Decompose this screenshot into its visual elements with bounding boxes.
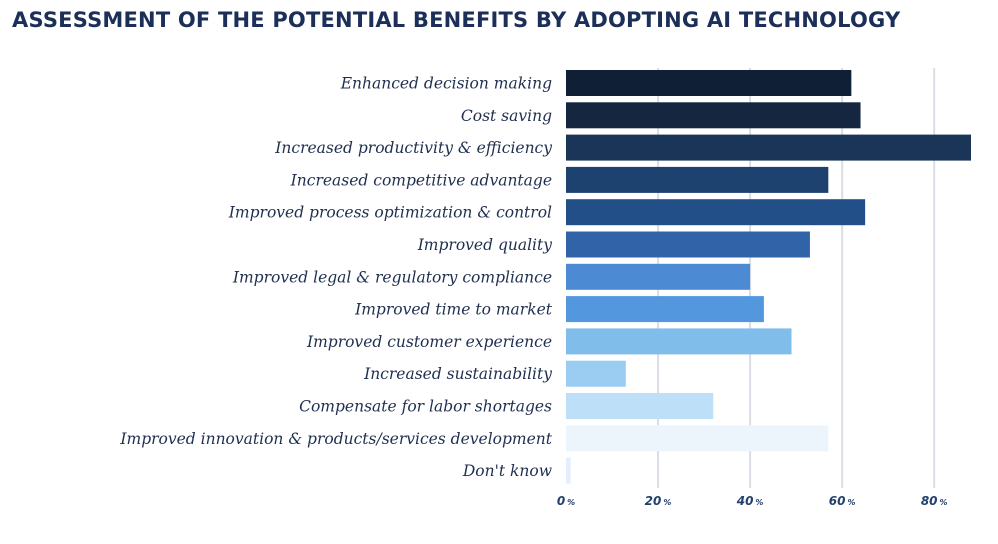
x-tick-label-20: 20% [645,494,672,508]
category-label-11: Compensate for labor shortages [299,398,552,416]
bar-4 [566,166,829,193]
category-label-3: Increased productivity & efficiency [274,139,552,157]
category-label-1: Enhanced decision making [340,75,552,93]
bar-1 [566,70,852,96]
bar-9 [566,328,792,355]
category-label-10: Increased sustainability [363,365,552,383]
category-label-4: Increased competitive advantage [290,171,552,189]
category-label-7: Improved legal & regulatory compliance [232,268,552,286]
bar-2 [566,102,861,129]
category-label-12: Improved innovation & products/services … [119,430,552,448]
category-labels: Enhanced decision making Cost saving Incre… [119,75,552,481]
x-tick-label-80: 80% [921,494,948,508]
bar-8 [566,296,764,323]
bar-3 [566,134,971,161]
category-label-9: Improved customer experience [306,333,552,351]
bar-12 [566,425,829,452]
category-label-6: Improved quality [417,236,553,254]
x-tick-label-0: 0% [557,494,575,508]
bar-11 [566,393,714,419]
chart-title: ASSESSMENT OF THE POTENTIAL BENEFITS BY … [12,8,901,32]
bar-6 [566,231,810,258]
bar-5 [566,199,866,226]
category-label-2: Cost saving [461,107,552,125]
category-label-8: Improved time to market [354,301,553,319]
bar-13 [566,457,571,484]
bars [566,70,971,484]
bar-7 [566,263,751,290]
bar-10 [566,360,626,387]
x-axis-ticks: 0% 20% 40% 60% 80% [557,494,948,508]
x-tick-label-40: 40% [736,494,764,508]
category-label-13: Don't know [462,462,552,480]
category-label-5: Improved process optimization & control [228,204,552,222]
x-tick-label-60: 60% [829,494,856,508]
